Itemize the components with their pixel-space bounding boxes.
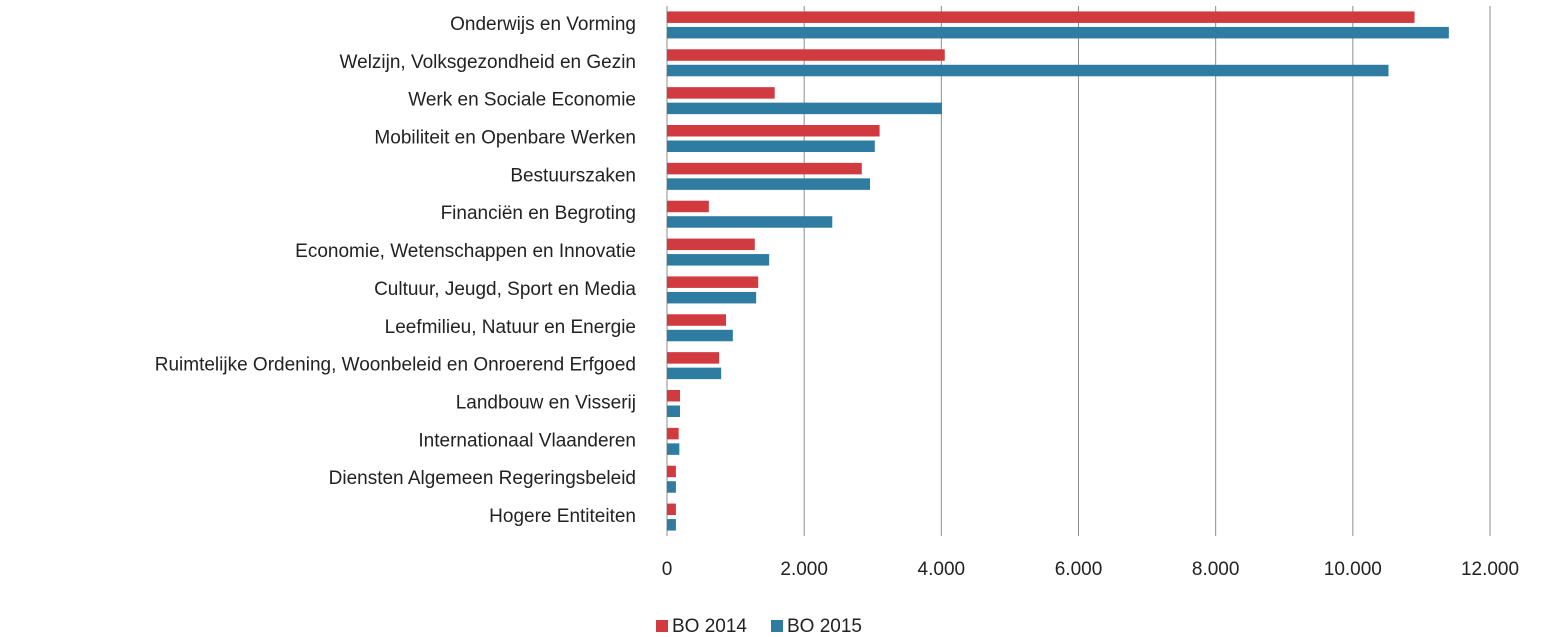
x-tick-label: 4.000: [918, 559, 966, 580]
bar: [667, 238, 755, 251]
y-tick-label: Werk en Sociale Economie: [408, 90, 636, 111]
y-tick-label: Landbouw en Visserij: [456, 393, 636, 414]
bar: [667, 87, 775, 99]
y-tick-label: Onderwijs en Vorming: [450, 14, 636, 35]
x-tick-label: 2.000: [780, 559, 828, 580]
x-tick-label: 6.000: [1055, 559, 1103, 580]
bar: [667, 49, 945, 61]
bar: [667, 26, 1449, 39]
bar: [667, 216, 833, 228]
y-tick-label: Financiën en Begroting: [441, 203, 636, 224]
legend-label: BO 2015: [787, 616, 862, 637]
y-tick-label: Leefmilieu, Natuur en Energie: [385, 317, 636, 338]
x-tick-label: 0: [662, 559, 673, 580]
bar: [667, 390, 681, 402]
y-tick-label: Welzijn, Volksgezondheid en Gezin: [340, 52, 636, 73]
bar: [667, 427, 679, 440]
bar: [667, 291, 757, 304]
y-tick-label: Mobiliteit en Openbare Werken: [374, 128, 636, 149]
legend-label: BO 2014: [672, 616, 747, 637]
bar: [667, 519, 676, 531]
y-tick-label: Ruimtelijke Ordening, Woonbeleid en Onro…: [155, 355, 636, 376]
bar: [667, 367, 722, 380]
y-tick-label: Bestuurszaken: [510, 165, 636, 186]
bar: [667, 125, 880, 137]
x-tick-label: 10.000: [1324, 559, 1382, 580]
y-tick-label: Internationaal Vlaanderen: [418, 430, 636, 451]
bar: [667, 481, 676, 493]
legend-swatch: [771, 620, 783, 632]
bar: [667, 11, 1415, 23]
x-tick-label: 12.000: [1461, 559, 1519, 580]
bar: [667, 352, 720, 364]
bar: [667, 64, 1389, 77]
bar: [667, 162, 862, 175]
x-tick-label: 8.000: [1192, 559, 1240, 580]
bar: [667, 200, 709, 213]
bar: [667, 465, 676, 478]
bar: [667, 276, 759, 288]
bar: [667, 102, 943, 115]
y-tick-label: Hogere Entiteiten: [489, 506, 636, 527]
bar: [667, 178, 871, 190]
bar: [667, 443, 680, 455]
bar: [667, 254, 770, 266]
y-tick-label: Cultuur, Jeugd, Sport en Media: [374, 279, 636, 300]
bar: [667, 405, 681, 417]
bar: [667, 314, 726, 326]
y-tick-label: Economie, Wetenschappen en Innovatie: [295, 241, 636, 262]
bar: [667, 503, 676, 516]
bar: [667, 140, 875, 152]
y-tick-label: Diensten Algemeen Regeringsbeleid: [329, 468, 636, 489]
bar: [667, 329, 733, 342]
legend-swatch: [656, 620, 668, 632]
